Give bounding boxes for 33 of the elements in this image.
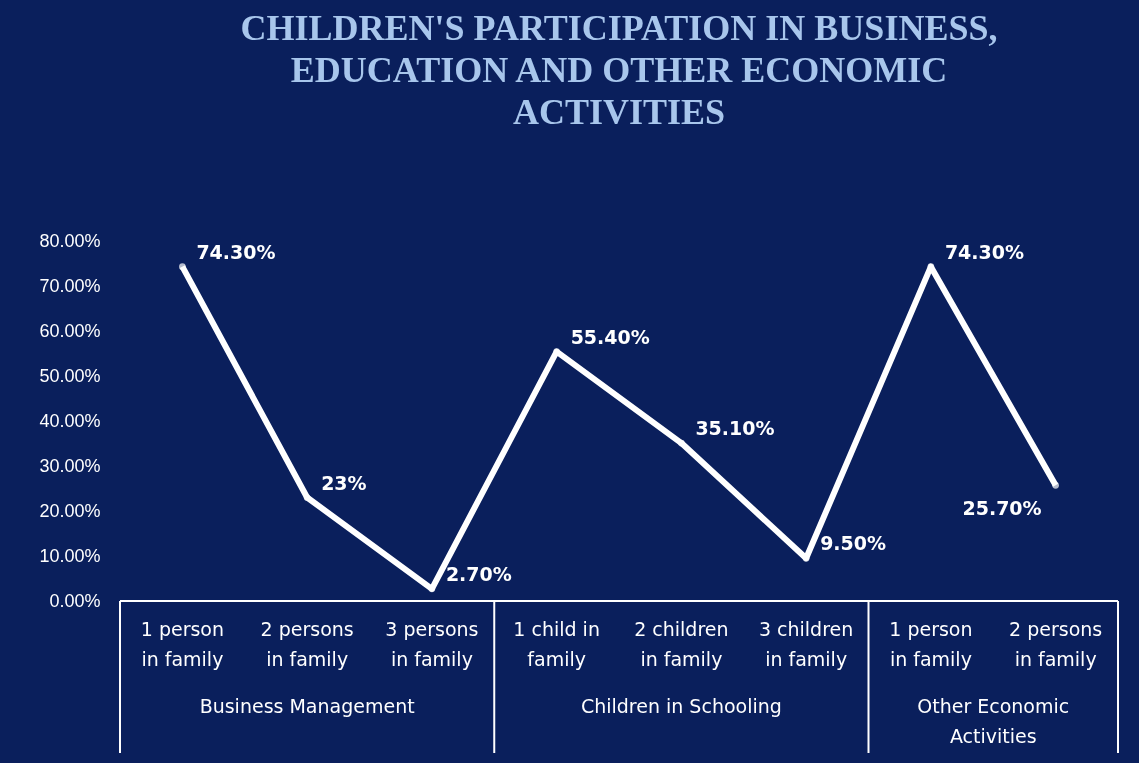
y-tick-label: 80.00% [39,230,101,251]
data-label: 55.40% [570,325,650,348]
text: Children in Schooling [580,695,782,717]
data-label: 25.70% [962,497,1042,520]
data-label: 9.50% [820,532,887,555]
data-label: 23% [321,471,367,494]
point [303,494,311,501]
y-tick-label: 50.00% [39,365,101,386]
y-tick-label: 40.00% [39,410,101,431]
x-tick-label: 3 children in family [758,618,854,670]
point [678,439,685,447]
x-tick-label: 1 child in family [513,618,600,670]
x-tick-label: 1 person in family [140,618,225,670]
x-tick-label: 3 persons in family [385,618,479,670]
y-tick-label: 0.00% [49,590,101,611]
point [179,263,186,270]
text: Business Management [199,695,415,717]
point [1052,482,1059,489]
y-tick-label: 70.00% [39,275,101,296]
data-label: 74.30% [944,240,1025,263]
data-label: 74.30% [196,240,276,263]
x-tick-label: 1 person in family [889,618,973,670]
x-tick-label: 2 children in family [634,618,729,670]
y-tick-label: 10.00% [39,545,101,566]
x-tick-label: 2 persons in family [1009,618,1103,670]
x-tick-label: 2 persons in family [260,618,354,670]
y-tick-label: 20.00% [39,500,101,521]
data-label: 2.70% [445,562,512,585]
y-tick-label: 30.00% [39,455,101,476]
chart-title: CHILDREN'S PARTICIPATION IN BUSINESS, EDUCATION AND OTHER ECONOMIC ACTIVITIES [240,8,998,132]
y-tick-label: 60.00% [39,320,101,341]
data-label: 35.10% [695,417,775,440]
text: Other Economic Activities [917,695,1070,747]
